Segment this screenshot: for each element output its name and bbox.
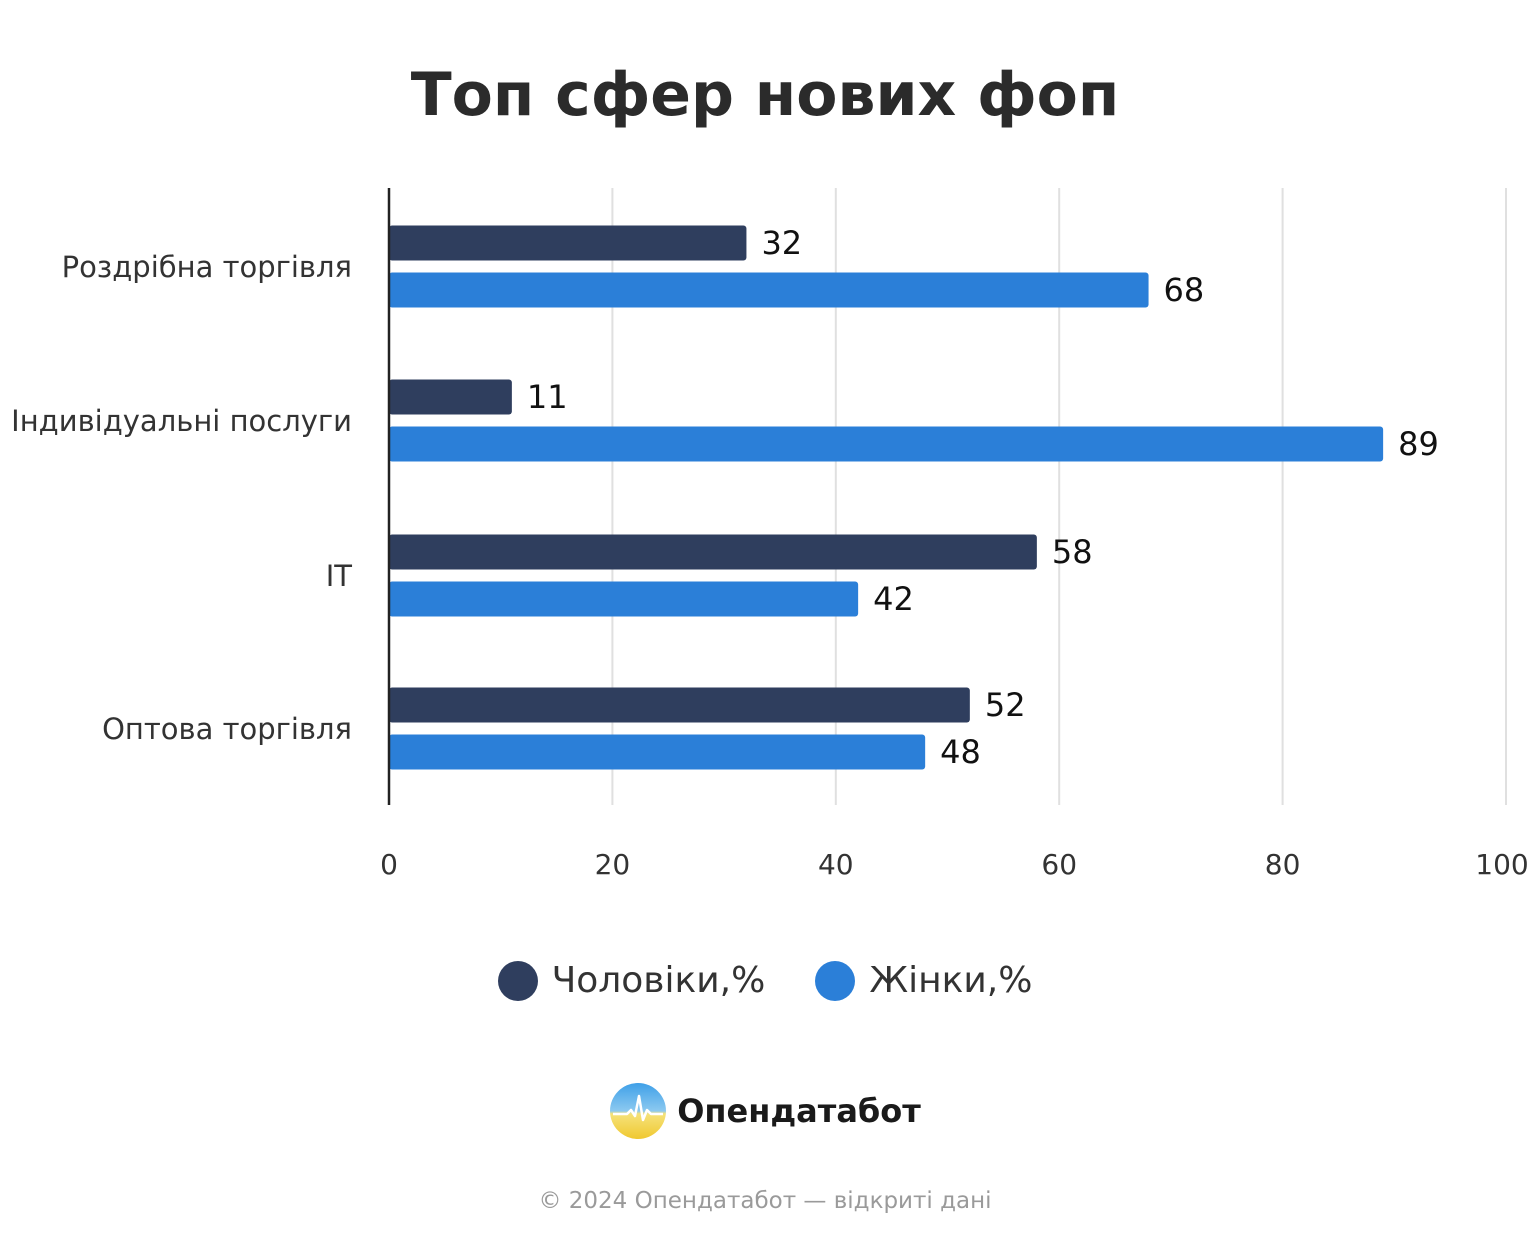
bar-women[interactable] (389, 426, 1384, 462)
bars (389, 225, 1384, 770)
bar-women[interactable] (389, 734, 926, 770)
x-tick-label: 40 (818, 848, 854, 881)
brand-name: Опендатабот (677, 1092, 921, 1130)
bar-women[interactable] (389, 272, 1149, 308)
bar-men[interactable] (389, 225, 747, 261)
data-label: 52 (985, 686, 1026, 724)
category-labels: Роздрібна торгівля Індивідуальні послуги I… (11, 250, 352, 746)
data-label: 11 (527, 378, 568, 416)
bar-men[interactable] (389, 379, 512, 415)
category-label: IT (326, 559, 353, 593)
legend-marker-men (497, 960, 538, 1001)
data-label: 48 (940, 733, 981, 771)
legend-label-women: Жінки,% (869, 960, 1033, 1001)
category-label: Індивідуальні послуги (11, 404, 352, 438)
brand: Опендатабот (0, 1082, 1530, 1140)
legend-item-men[interactable]: Чоловіки,% (497, 960, 766, 1001)
data-label: 42 (873, 580, 914, 618)
category-label: Роздрібна торгівля (62, 250, 352, 284)
legend-item-women[interactable]: Жінки,% (815, 960, 1032, 1001)
x-tick-label: 100 (1475, 848, 1528, 881)
bar-women[interactable] (389, 581, 859, 617)
x-tick-label: 0 (380, 848, 398, 881)
data-label: 89 (1398, 425, 1439, 463)
legend-marker-women (815, 960, 856, 1001)
opendatabot-logo-icon (610, 1083, 667, 1139)
data-label: 58 (1052, 533, 1093, 571)
category-label: Оптова торгівля (102, 712, 352, 746)
x-tick-label: 20 (595, 848, 631, 881)
bar-men[interactable] (389, 534, 1037, 570)
legend-label-men: Чоловіки,% (551, 960, 766, 1001)
chart-title: Топ сфер нових фоп (410, 60, 1120, 130)
x-tick-label: 80 (1265, 848, 1301, 881)
footer-copyright: © 2024 Опендатабот — відкриті дані (538, 1188, 992, 1214)
x-tick-label: 60 (1041, 848, 1077, 881)
x-tick-labels: 0 20 40 60 80 100 (380, 848, 1529, 881)
legend: Чоловіки,% Жінки,% (0, 960, 1530, 1001)
data-label: 32 (761, 224, 802, 262)
data-label: 68 (1164, 271, 1205, 309)
bar-men[interactable] (389, 687, 970, 723)
